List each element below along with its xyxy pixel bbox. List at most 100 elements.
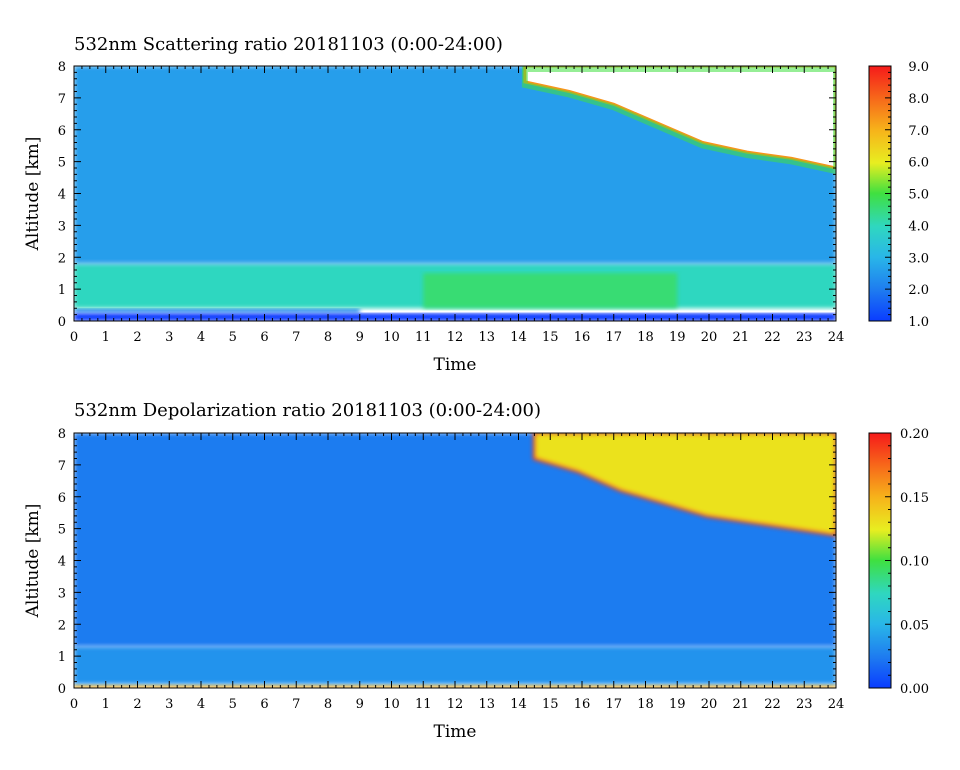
y-tick-label: 6 <box>58 491 66 506</box>
x-tick-label: 22 <box>764 697 781 712</box>
x-tick-label: 23 <box>796 330 813 345</box>
x-tick-label: 2 <box>133 330 141 345</box>
x-tick-label: 17 <box>605 330 622 345</box>
colorbar-label: 0.05 <box>900 618 929 633</box>
x-tick-label: 13 <box>478 330 495 345</box>
x-tick-label: 5 <box>229 697 237 712</box>
x-tick-label: 6 <box>260 697 268 712</box>
y-tick-label: 5 <box>58 156 66 171</box>
x-tick-label: 2 <box>133 697 141 712</box>
cloud-edge <box>521 66 836 175</box>
x-tick-label: 8 <box>324 330 332 345</box>
x-tick-label: 11 <box>415 330 432 345</box>
x-tick-label: 15 <box>542 330 559 345</box>
x-tick-label: 23 <box>796 697 813 712</box>
data-layer-1 <box>74 646 836 685</box>
x-tick-label: 7 <box>292 330 300 345</box>
y-tick-label: 8 <box>58 427 66 442</box>
x-tick-label: 17 <box>605 697 622 712</box>
x-tick-label: 10 <box>383 697 400 712</box>
x-tick-label: 18 <box>637 330 654 345</box>
colorbar-label: 4.0 <box>908 219 929 234</box>
x-tick-label: 14 <box>510 697 527 712</box>
x-tick-label: 12 <box>447 330 464 345</box>
x-tick-label: 3 <box>165 697 173 712</box>
colorbar-label: 1.0 <box>908 315 929 330</box>
chart-title: 532nm Scattering ratio 20181103 (0:00-24… <box>74 34 503 55</box>
x-tick-label: 5 <box>229 330 237 345</box>
x-tick-label: 20 <box>701 330 718 345</box>
y-axis-label: Altitude [km] <box>23 504 43 619</box>
y-tick-label: 7 <box>58 459 66 474</box>
x-axis-label: Time <box>434 355 477 375</box>
y-tick-label: 2 <box>58 618 66 633</box>
data-layer-3 <box>423 273 678 309</box>
y-tick-label: 1 <box>58 283 66 298</box>
x-tick-label: 3 <box>165 330 173 345</box>
colorbar-label: 0.20 <box>900 427 929 442</box>
x-tick-label: 1 <box>102 330 110 345</box>
y-tick-label: 4 <box>58 188 66 203</box>
y-tick-label: 4 <box>58 555 66 570</box>
x-tick-label: 13 <box>478 697 495 712</box>
x-tick-label: 6 <box>260 330 268 345</box>
colorbar: 0.00 0.05 0.10 0.15 0.20 <box>868 427 929 697</box>
y-tick-label: 1 <box>58 650 66 665</box>
data-layer-1 <box>74 308 360 314</box>
y-tick-label: 3 <box>58 586 66 601</box>
chart-title: 532nm Depolarization ratio 20181103 (0:0… <box>74 400 541 421</box>
y-tick-label: 6 <box>58 124 66 139</box>
x-tick-label: 16 <box>574 697 591 712</box>
colorbar-label: 8.0 <box>908 92 929 107</box>
colorbar-label: 0.10 <box>900 555 929 570</box>
y-axis-label: Altitude [km] <box>23 137 43 252</box>
colorbar-label: 2.0 <box>908 283 929 298</box>
x-tick-label: 8 <box>324 697 332 712</box>
x-tick-label: 24 <box>828 697 845 712</box>
x-tick-label: 7 <box>292 697 300 712</box>
y-tick-label: 8 <box>58 60 66 75</box>
colorbar-label: 5.0 <box>908 188 929 203</box>
colorbar-label: 0.15 <box>900 491 929 506</box>
x-tick-label: 19 <box>669 697 686 712</box>
colorbar-label: 9.0 <box>908 60 929 75</box>
y-tick-label: 2 <box>58 251 66 266</box>
plot-area <box>74 66 836 321</box>
y-tick-label: 7 <box>58 92 66 107</box>
x-tick-label: 24 <box>828 330 845 345</box>
x-tick-label: 16 <box>574 330 591 345</box>
y-tick-label: 0 <box>58 682 66 697</box>
x-tick-label: 4 <box>197 330 205 345</box>
colorbar-label: 7.0 <box>908 124 929 139</box>
x-tick-label: 22 <box>764 330 781 345</box>
x-tick-label: 9 <box>356 697 364 712</box>
x-tick-label: 18 <box>637 697 654 712</box>
y-tick-label: 5 <box>58 523 66 538</box>
x-tick-label: 19 <box>669 330 686 345</box>
colorbar: 1.0 2.0 3.0 4.0 5.0 6.0 7.0 8.0 9.0 <box>868 60 929 330</box>
x-tick-label: 10 <box>383 330 400 345</box>
x-tick-label: 21 <box>732 330 749 345</box>
x-tick-label: 0 <box>70 330 78 345</box>
x-tick-label: 0 <box>70 697 78 712</box>
x-axis-label: Time <box>434 722 477 742</box>
x-tick-label: 4 <box>197 697 205 712</box>
x-tick-label: 11 <box>415 697 432 712</box>
colorbar-label: 6.0 <box>908 156 929 171</box>
plot-area <box>74 433 836 688</box>
y-tick-label: 0 <box>58 315 66 330</box>
y-tick-label: 3 <box>58 219 66 234</box>
panel-2: 532nm Depolarization ratio 20181103 (0:0… <box>23 400 929 742</box>
x-tick-label: 1 <box>102 697 110 712</box>
colorbar-label: 3.0 <box>908 251 929 266</box>
x-tick-label: 20 <box>701 697 718 712</box>
colorbar-label: 0.00 <box>900 682 929 697</box>
cloud-region <box>532 433 836 537</box>
x-tick-label: 14 <box>510 330 527 345</box>
x-tick-label: 12 <box>447 697 464 712</box>
x-tick-label: 21 <box>732 697 749 712</box>
panel-1: 532nm Scattering ratio 20181103 (0:00-24… <box>23 34 929 375</box>
x-tick-label: 9 <box>356 330 364 345</box>
x-tick-label: 15 <box>542 697 559 712</box>
